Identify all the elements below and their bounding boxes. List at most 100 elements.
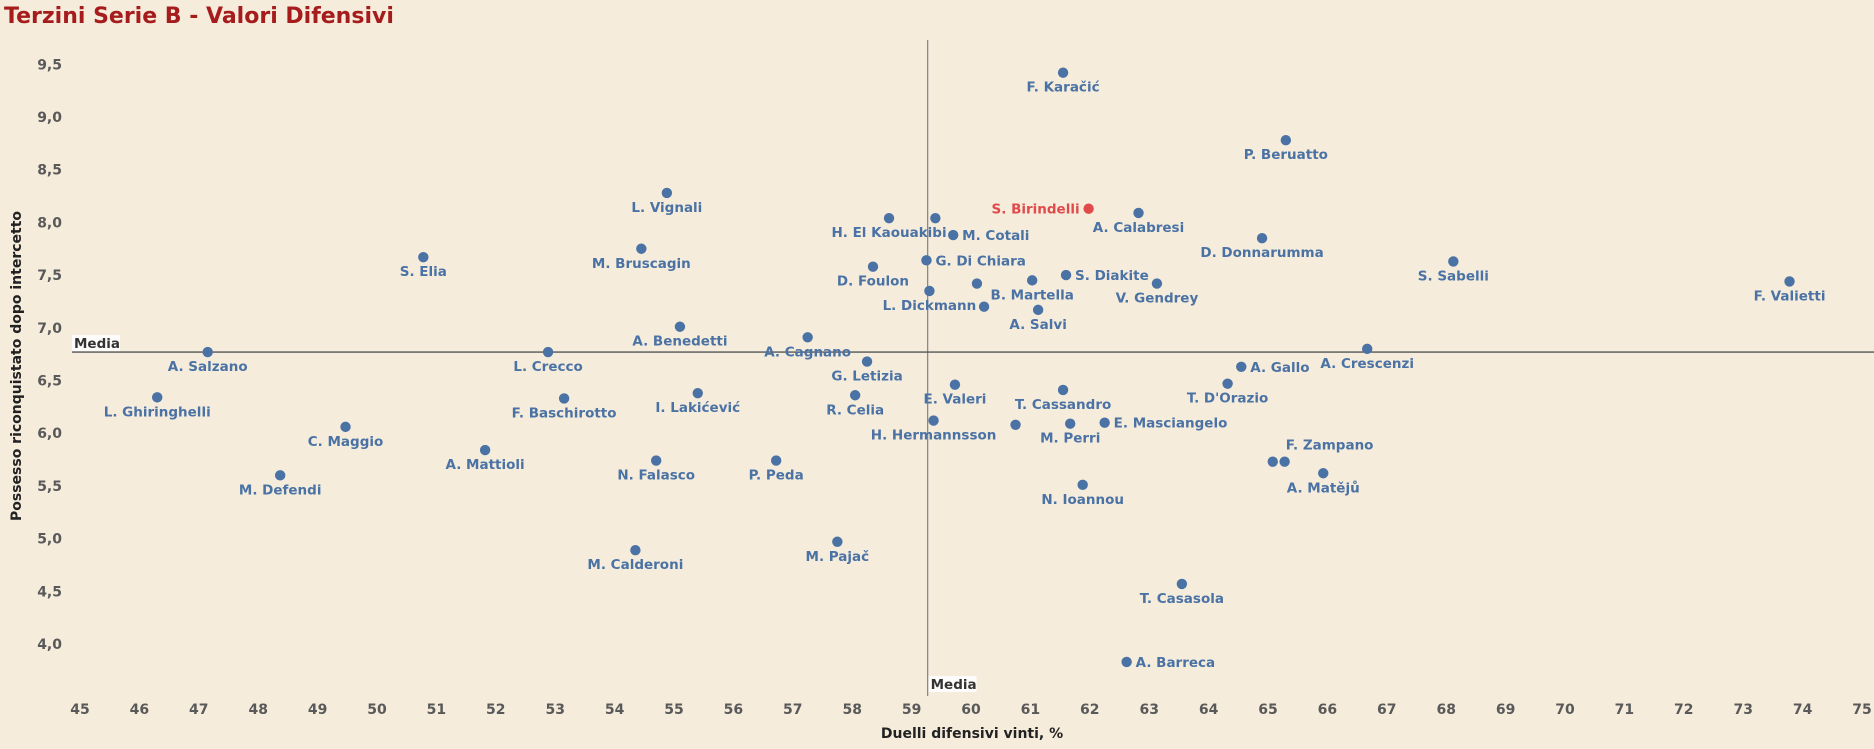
x-tick-label: 64: [1199, 702, 1219, 718]
data-label: A. Barreca: [1136, 655, 1216, 671]
y-tick-label: 7,5: [37, 268, 62, 284]
data-point: [1280, 134, 1292, 146]
data-point: [1279, 456, 1290, 467]
x-tick-label: 72: [1674, 702, 1693, 718]
data-point: [921, 255, 932, 266]
data-point: [1267, 456, 1278, 467]
y-tick-label: 6,0: [37, 426, 62, 442]
data-label: H. Hermannsson: [871, 428, 997, 444]
data-label: M. Perri: [1040, 431, 1100, 447]
x-tick-label: 60: [961, 702, 981, 718]
y-tick-label: 5,5: [37, 479, 62, 495]
x-tick-label: 63: [1139, 702, 1158, 718]
x-tick-label: 51: [427, 702, 446, 718]
data-label: D. Donnarumma: [1200, 245, 1323, 261]
data-label: H. El Kaouakibi: [831, 225, 946, 241]
y-tick-label: 4,0: [37, 637, 62, 653]
data-label: N. Ioannou: [1041, 492, 1124, 508]
data-point: [930, 212, 941, 224]
data-point: [152, 392, 163, 403]
data-point: [661, 187, 673, 199]
data-point: [1057, 384, 1069, 396]
point-labels: F. Karačić P. Beruatto L. Vignali S. Birind…: [104, 80, 1826, 671]
x-tick-label: 68: [1436, 702, 1455, 718]
data-point: [1064, 418, 1076, 429]
data-point: [1060, 269, 1072, 281]
data-point: [1151, 278, 1163, 289]
y-tick-label: 7,0: [37, 321, 62, 337]
data-point: [1236, 361, 1247, 372]
data-point: [630, 544, 641, 556]
x-tick-label: 66: [1318, 702, 1337, 718]
data-label: G. Letizia: [831, 369, 902, 385]
data-label: M. Bruscagin: [592, 256, 691, 272]
data-point: [1318, 468, 1329, 479]
data-label: V. Gendrey: [1116, 291, 1199, 307]
y-tick-label: 9,5: [37, 57, 62, 73]
data-point: [274, 470, 286, 481]
y-tick-label: 8,5: [37, 163, 62, 179]
data-label: F. Baschirotto: [512, 405, 617, 421]
data-label: A. Gallo: [1250, 360, 1309, 376]
data-label: N. Falasco: [617, 468, 695, 484]
data-label: A. Salvi: [1009, 317, 1066, 333]
data-point: [418, 251, 429, 263]
data-point: [1256, 233, 1268, 244]
x-tick-label: 74: [1793, 702, 1813, 718]
data-point: [542, 346, 554, 358]
mean-x-label-box: [928, 676, 977, 692]
data-label: A. Crescenzi: [1320, 356, 1414, 372]
data-label: R. Celia: [826, 402, 884, 418]
x-tick-label: 50: [367, 702, 387, 718]
data-point: [1010, 419, 1021, 430]
axis-ticks: 45 46 47 48 49 50 51 52 53 54 55 56 57 58 59 60 61 62 63 64…: [37, 57, 1872, 718]
data-label: M. Pajač: [806, 549, 870, 565]
data-label: T. Casasola: [1140, 591, 1224, 607]
x-tick-label: 61: [1021, 702, 1040, 718]
data-point: [1784, 276, 1795, 287]
data-label: P. Peda: [749, 468, 804, 484]
y-axis-title: Possesso riconquistato dopo intercetto: [9, 211, 25, 521]
data-label: F. Valietti: [1754, 288, 1826, 304]
data-label: A. Mattioli: [446, 457, 525, 473]
data-label: A. Benedetti: [632, 334, 727, 350]
x-tick-label: 54: [605, 702, 625, 718]
data-label: I. Lakićević: [655, 400, 740, 416]
data-point: [692, 387, 703, 399]
data-point: [1121, 656, 1132, 668]
x-axis-title: Duelli difensivi vinti, %: [881, 726, 1063, 742]
data-label: A. Matějů: [1287, 479, 1360, 496]
data-point: [861, 356, 873, 367]
data-label: S. Diakite: [1075, 268, 1149, 284]
x-tick-label: 45: [70, 702, 89, 718]
data-label: G. Di Chiara: [935, 253, 1025, 269]
data-point: [636, 243, 647, 254]
data-label: T. Cassandro: [1015, 397, 1111, 413]
data-label: M. Defendi: [239, 482, 322, 498]
data-point: [770, 455, 782, 466]
x-tick-label: 67: [1377, 702, 1396, 718]
data-point: [947, 229, 959, 241]
data-point: [1057, 67, 1069, 78]
data-label: S. Sabelli: [1418, 268, 1489, 284]
data-point: [1133, 207, 1144, 219]
data-point: [1083, 203, 1094, 214]
data-point: [928, 415, 939, 426]
x-tick-label: 58: [842, 702, 861, 718]
data-label: E. Masciangelo: [1114, 416, 1228, 432]
data-label: L. Vignali: [631, 200, 702, 216]
data-point: [674, 321, 686, 332]
x-tick-label: 56: [724, 702, 743, 718]
data-label: F. Karačić: [1027, 80, 1100, 96]
data-label: A. Cagnano: [764, 344, 851, 360]
y-tick-label: 5,0: [37, 532, 62, 548]
data-point: [832, 536, 843, 547]
x-tick-label: 69: [1496, 702, 1515, 718]
x-tick-label: 65: [1258, 702, 1277, 718]
data-point: [978, 301, 990, 312]
data-point: [1176, 578, 1188, 590]
data-label: S. Elia: [400, 264, 447, 280]
x-tick-label: 57: [783, 702, 802, 718]
x-tick-label: 55: [664, 702, 683, 718]
data-point: [202, 346, 213, 358]
